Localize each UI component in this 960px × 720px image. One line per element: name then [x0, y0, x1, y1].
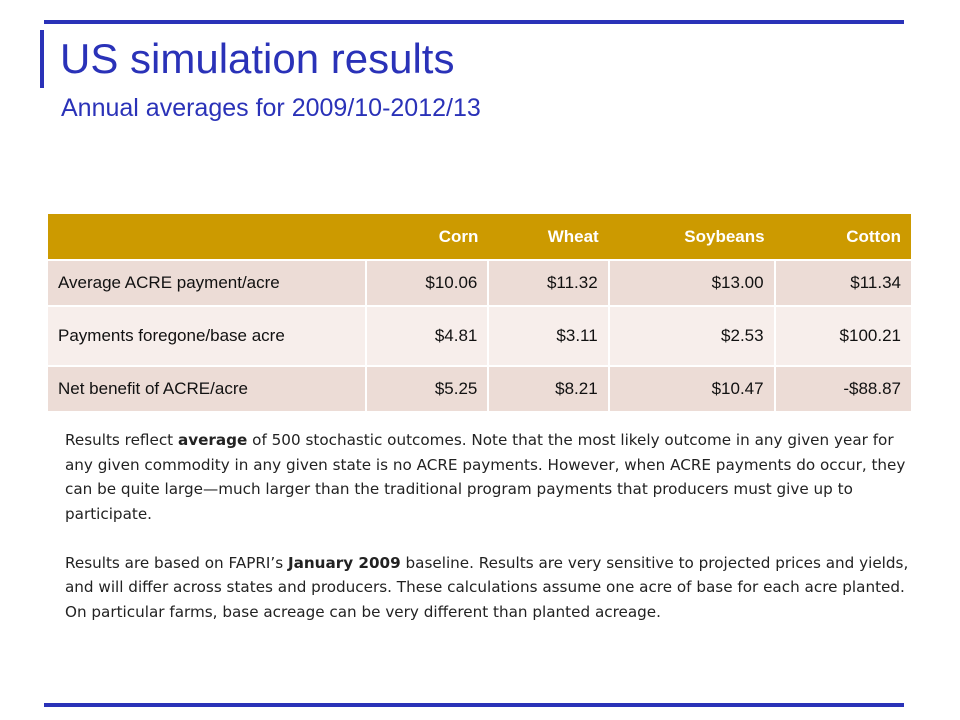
cell-cotton: -$88.87	[774, 366, 911, 412]
cell-wheat: $3.11	[488, 306, 610, 366]
header-corn: Corn	[366, 214, 489, 261]
cell-corn: $10.06	[366, 260, 490, 306]
notes-text: Results reflect average of 500 stochasti…	[65, 428, 925, 624]
table-header-row: Corn Wheat Soybeans Cotton	[48, 214, 911, 261]
cell-soybeans: $13.00	[608, 260, 776, 306]
cell-wheat: $8.21	[488, 366, 610, 412]
header-wheat: Wheat	[488, 214, 609, 261]
cell-soybeans: $10.47	[608, 366, 776, 412]
note-paragraph-averages: Results reflect average of 500 stochasti…	[65, 431, 906, 523]
table-row: Payments foregone/base acre $4.81 $3.11 …	[48, 306, 911, 366]
header-blank	[48, 214, 366, 261]
cell-corn: $5.25	[366, 366, 490, 412]
cell-cotton: $100.21	[774, 306, 911, 366]
cell-corn: $4.81	[366, 306, 490, 366]
slide-title: US simulation results	[60, 35, 455, 82]
left-accent-rule	[40, 30, 44, 88]
row-label: Net benefit of ACRE/acre	[48, 366, 367, 412]
header-soybeans: Soybeans	[608, 214, 775, 261]
top-rule	[44, 20, 904, 24]
header-cotton: Cotton	[774, 214, 911, 261]
bottom-rule	[44, 703, 904, 707]
row-label: Average ACRE payment/acre	[48, 260, 367, 306]
cell-wheat: $11.32	[488, 260, 610, 306]
note-paragraph-baseline: Results are based on FAPRI’s January 200…	[65, 553, 909, 621]
row-label: Payments foregone/base acre	[48, 306, 367, 366]
emphasis-baseline: January 2009	[287, 553, 401, 572]
table-row: Average ACRE payment/acre $10.06 $11.32 …	[48, 260, 911, 306]
slide-subtitle: Annual averages for 2009/10-2012/13	[61, 94, 481, 122]
table-row: Net benefit of ACRE/acre $5.25 $8.21 $10…	[48, 366, 911, 412]
cell-cotton: $11.34	[774, 260, 911, 306]
results-table: Corn Wheat Soybeans Cotton Average ACRE …	[48, 214, 911, 413]
cell-soybeans: $2.53	[608, 306, 776, 366]
emphasis-average: average	[177, 431, 248, 449]
